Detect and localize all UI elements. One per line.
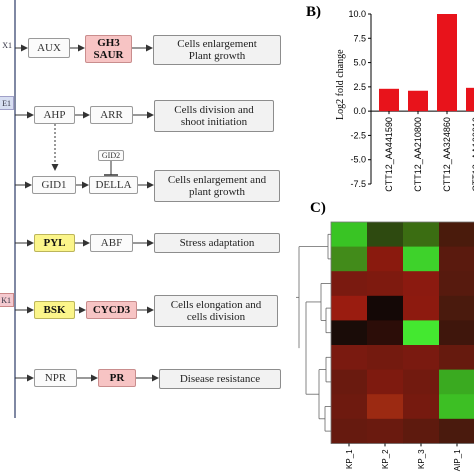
heatmap-cell-r4-c0 [331,320,368,346]
heatmap-cell-r0-c1 [367,222,404,248]
heatmap-column-label-0: KP_1 [345,449,354,469]
heatmap-cell-r5-c3 [439,345,474,371]
gh3-label: GH3 [97,37,120,49]
heatmap-cell-r2-c3 [439,271,474,297]
output-row3-line2: plant growth [189,186,245,198]
bar-ytick-label-3: 2.5 [353,82,366,92]
heatmap-cell-r4-c2 [403,320,440,346]
heatmap-cell-r1-c2 [403,246,440,272]
node-abf: ABF [90,234,133,252]
output-row4-line1: Stress adaptation [179,237,255,249]
node-della: DELLA [89,176,138,194]
heatmap-cell-r6-c3 [439,369,474,395]
heatmap-cell-r1-c0 [331,246,368,272]
heatmap-cell-r6-c2 [403,369,440,395]
output-row1: Cells enlargement Plant growth [153,35,281,65]
bar-ytick-label-6: -5.0 [350,155,366,165]
heatmap-cell-r3-c1 [367,295,404,321]
heatmap-cell-r8-c1 [367,418,404,444]
node-pr: PR [98,369,136,387]
receptor-x1: X1 [2,40,12,50]
heatmap-cell-r5-c0 [331,345,368,371]
output-row2-line1: Cells division and [174,104,254,116]
output-row1-line1: Cells enlargement [177,38,257,50]
bar-3 [466,87,474,112]
output-row1-line2: Plant growth [188,50,246,62]
heatmap-cell-r7-c2 [403,394,440,420]
output-row3: Cells enlargement and plant growth [154,170,280,202]
output-row6: Disease resistance [159,369,281,389]
bar-category-label-3: CTT12_AA100010 [471,117,474,192]
bar-category-label-0: CTT12_AA441590 [384,117,394,192]
heatmap-cell-r7-c1 [367,394,404,420]
heatmap-cell-r8-c2 [403,418,440,444]
heatmap-cell-r3-c0 [331,295,368,321]
bar-ytick-label-7: -7.5 [350,179,366,189]
heatmap-cell-r3-c3 [439,295,474,321]
node-gid2: GID2 [98,150,124,161]
heatmap-cell-r8-c0 [331,418,368,444]
heatmap-cell-r1-c1 [367,246,404,272]
output-row4: Stress adaptation [154,233,280,253]
output-row3-line1: Cells enlargement and [167,174,267,186]
bar-category-label-2: CTT12_AA324860 [442,117,452,192]
heatmap-cell-r2-c1 [367,271,404,297]
output-row2: Cells division and shoot initiation [154,100,274,132]
heatmap-cell-r6-c1 [367,369,404,395]
heatmap-column-label-1: KP_2 [381,449,390,469]
bar-1 [408,90,428,112]
bar-ytick-label-1: 7.5 [353,33,366,43]
node-npr: NPR [34,369,77,387]
heatmap-cell-r6-c0 [331,369,368,395]
output-row6-line1: Disease resistance [179,373,261,385]
panel-b-label: B) [306,4,321,20]
output-row2-line2: shoot initiation [180,116,248,128]
node-arr: ARR [90,106,133,124]
heatmap-cell-r5-c2 [403,345,440,371]
heatmap-cell-r0-c2 [403,222,440,248]
heatmap-cell-r2-c0 [331,271,368,297]
heatmap-cell-r7-c3 [439,394,474,420]
node-gh3-saur: GH3 SAUR [85,35,132,63]
bar-0 [379,88,399,112]
heatmap-column-label-3: AIP_1 [453,449,462,471]
heatmap-column-label-2: KP_3 [417,449,426,469]
node-bsk: BSK [34,301,75,319]
panel-c-label: C) [310,200,326,216]
bar-category-label-1: CTT12_AA210800 [413,117,423,192]
heatmap-cell-r2-c2 [403,271,440,297]
bar-ytick-label-0: 10.0 [348,9,366,19]
heatmap-cell-r0-c0 [331,222,368,248]
node-pyl: PYL [34,234,75,252]
heatmap-cell-r8-c3 [439,418,474,444]
receptor-e1: E1 [0,96,14,110]
heatmap-cell-r3-c2 [403,295,440,321]
output-row5-line1: Cells elongation and [170,299,262,311]
heatmap-cell-r4-c1 [367,320,404,346]
heatmap-cell-r7-c0 [331,394,368,420]
bar-ytick-label-4: 0.0 [353,106,366,116]
bar-ytick-label-2: 5.0 [353,58,366,68]
bar-ytick-label-5: -2.5 [350,130,366,140]
node-aux: AUX [28,38,70,58]
node-ahp: AHP [34,106,75,124]
heatmap-cell-r4-c3 [439,320,474,346]
node-gid1: GID1 [32,176,76,194]
bar-2 [437,14,457,112]
heatmap-cell-r1-c3 [439,246,474,272]
node-cycd3: CYCD3 [86,301,137,319]
heatmap-cell-r5-c1 [367,345,404,371]
receptor-k1: K1 [0,293,14,307]
output-row5-line2: cells division [186,311,246,323]
heatmap-cell-r0-c3 [439,222,474,248]
saur-label: SAUR [93,49,124,61]
output-row5: Cells elongation and cells division [154,295,278,327]
